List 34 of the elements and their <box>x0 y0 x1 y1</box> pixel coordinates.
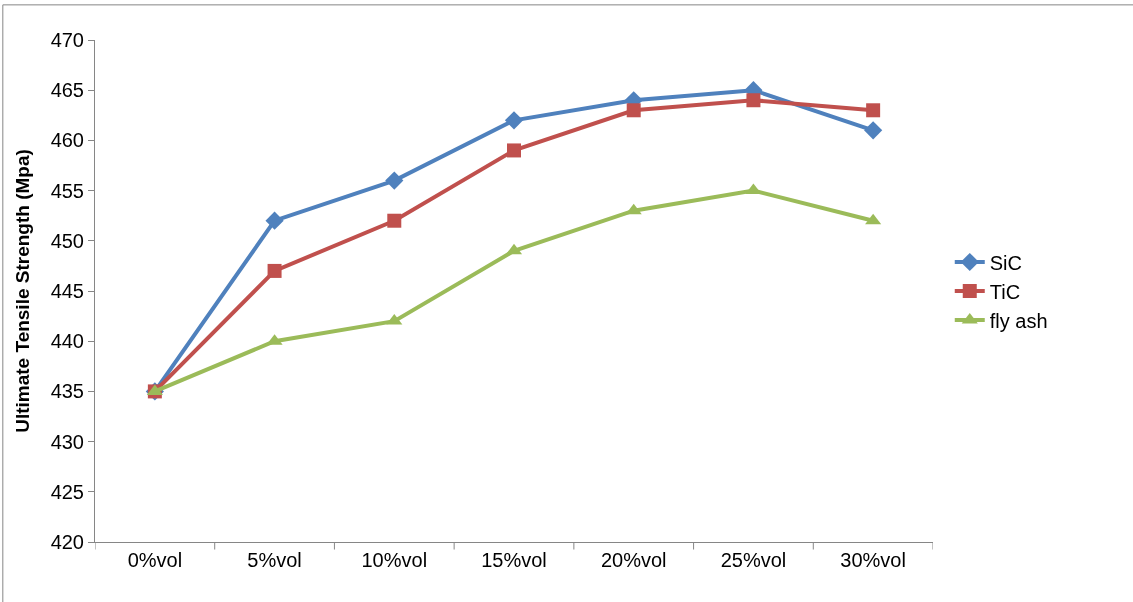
y-tick-label: 445 <box>50 280 84 302</box>
y-tick-label: 430 <box>50 430 84 453</box>
y-tick-label: 450 <box>50 229 84 252</box>
legend-label: fly ash <box>989 309 1048 332</box>
y-axis-title: Ultimate Tensile Strength (Mpa) <box>12 149 34 433</box>
x-tick-label: 20%vol <box>600 549 667 571</box>
y-tick-label: 440 <box>50 330 84 353</box>
point <box>385 171 404 190</box>
point <box>387 213 402 228</box>
x-tick-label: 5%vol <box>247 549 302 571</box>
x-tick-label: 15%vol <box>481 549 547 571</box>
y-tick-label: 425 <box>50 480 84 503</box>
y-tick-label: 455 <box>50 179 84 202</box>
y-tick-label: 470 <box>50 29 84 51</box>
point <box>866 103 881 118</box>
y-tick-label: 465 <box>50 79 84 102</box>
point <box>746 93 761 108</box>
x-tick-label: 25%vol <box>720 549 787 571</box>
point <box>864 121 883 140</box>
point <box>626 103 641 118</box>
point <box>625 203 642 215</box>
x-tick-label: 0%vol <box>127 549 183 571</box>
y-tick-label: 435 <box>50 380 84 403</box>
x-tick-label: 30%vol <box>840 549 906 571</box>
x-tick-label: 10%vol <box>361 549 428 571</box>
point <box>507 143 521 158</box>
legend-label: SiC <box>989 251 1022 274</box>
point <box>504 111 524 130</box>
legend-label: TiC <box>989 280 1021 303</box>
y-tick-label: 420 <box>50 531 84 553</box>
y-tick-label: 460 <box>50 129 84 152</box>
point <box>267 263 282 278</box>
point <box>865 213 882 225</box>
point <box>265 211 284 230</box>
